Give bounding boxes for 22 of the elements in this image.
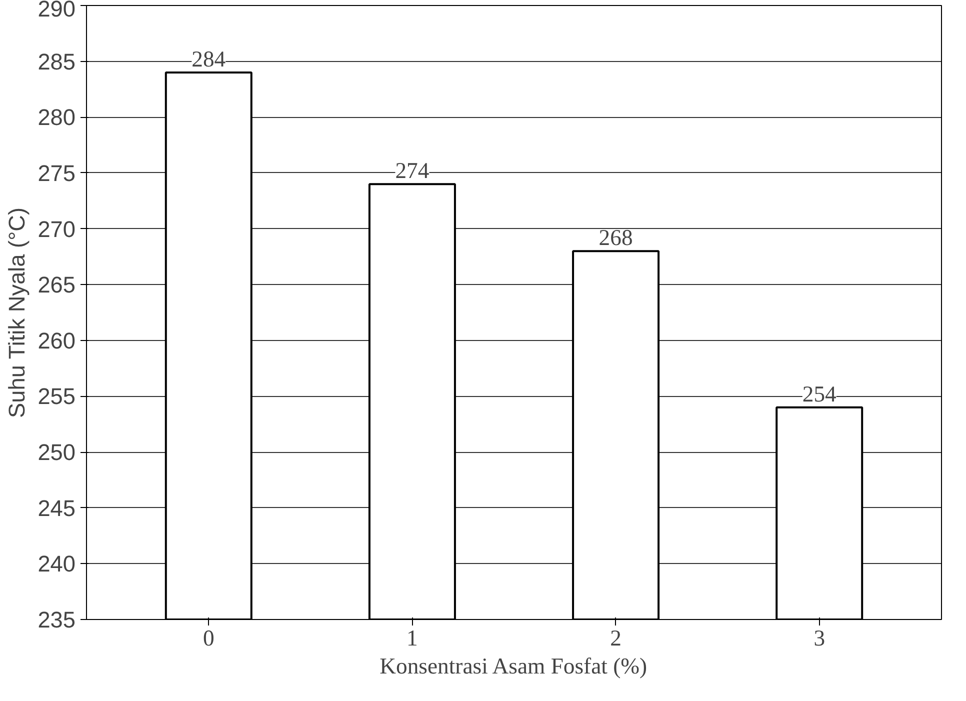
y-tick-label: 270 <box>38 216 76 242</box>
data-label: 254 <box>802 381 836 406</box>
y-tick-label: 275 <box>38 160 76 186</box>
x-tick-label: 3 <box>814 626 826 650</box>
data-label: 274 <box>395 158 430 184</box>
data-label: 284 <box>192 46 226 72</box>
x-axis-title: Konsentrasi Asam Fosfat (%) <box>380 654 648 678</box>
y-tick-label: 260 <box>38 327 76 354</box>
y-axis-title: Suhu Titik Nyala (°C) <box>4 207 30 418</box>
x-tick-label: 0 <box>202 626 214 650</box>
y-tick-label: 255 <box>38 383 76 410</box>
y-tick-label: 235 <box>38 606 76 632</box>
y-tick-label: 245 <box>38 494 76 521</box>
x-tick-label: 1 <box>406 626 418 650</box>
data-label: 268 <box>598 225 633 250</box>
y-tick-label: 265 <box>38 272 76 298</box>
y-tick-label: 250 <box>38 439 76 466</box>
y-tick-label: 240 <box>38 550 76 577</box>
x-tick-label: 2 <box>610 626 622 650</box>
y-tick-label: 280 <box>38 104 76 130</box>
y-tick-label: 285 <box>38 48 76 74</box>
y-tick-label: 290 <box>38 0 76 22</box>
